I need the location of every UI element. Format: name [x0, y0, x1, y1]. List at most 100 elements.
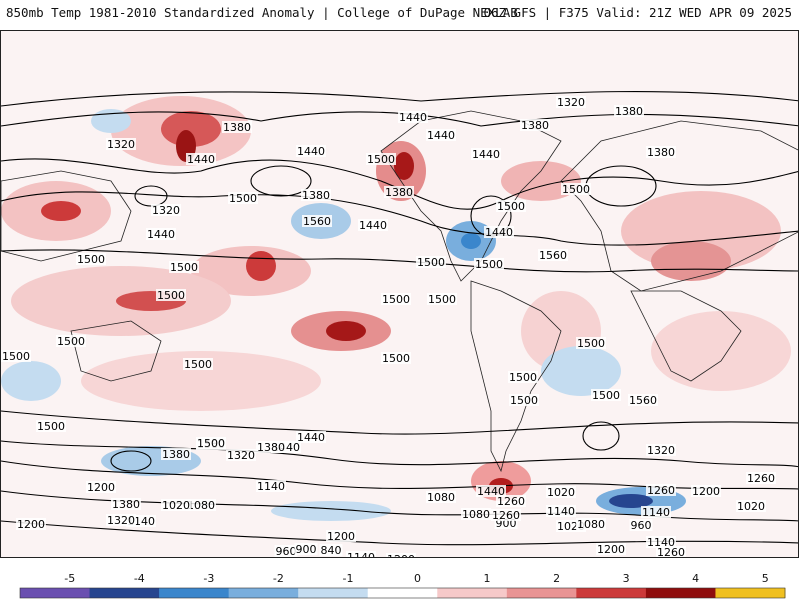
colorbar-tick-label: -2	[273, 572, 284, 585]
anomaly-map: 1320 1380 1440 1380 1440 1320 1440 1380 1440 1380…	[0, 30, 799, 558]
height-label: 1140	[647, 536, 675, 549]
height-label: 1560	[539, 249, 567, 262]
height-label: 1500	[497, 200, 525, 213]
height-label-bg	[294, 543, 318, 555]
height-label: 1380	[302, 189, 330, 202]
height-label: 1500	[157, 289, 185, 302]
height-label: 1020	[547, 486, 575, 499]
height-label: 1380	[112, 498, 140, 511]
height-label: 1260	[497, 495, 525, 508]
height-label: 1260	[647, 484, 675, 497]
height-label: 1500	[37, 420, 65, 433]
height-label-bg	[646, 444, 676, 456]
height-label-bg	[386, 553, 416, 557]
height-label: 1500	[382, 352, 410, 365]
height-label: 1440	[427, 129, 455, 142]
height-label-bg	[186, 153, 216, 165]
height-label-bg	[496, 495, 526, 507]
height-label: 1380	[615, 105, 643, 118]
height-labels: 1320138014401380144013201440138014401380…	[1, 96, 776, 558]
height-label: 1140	[347, 551, 375, 558]
height-label-bg	[302, 215, 332, 227]
height-label-bg	[496, 200, 526, 212]
height-label: 1500	[428, 293, 456, 306]
height-label: 1500	[577, 337, 605, 350]
height-label: 1440	[485, 226, 513, 239]
height-label-bg	[508, 371, 538, 383]
height-label: 1500	[367, 153, 395, 166]
height-label-bg	[427, 293, 457, 305]
colorbar-tick-label: 0	[414, 572, 421, 585]
height-label-bg	[76, 253, 106, 265]
height-label-bg	[326, 530, 356, 542]
height-label-bg	[614, 105, 644, 117]
height-label-bg	[628, 394, 658, 406]
height-label-bg	[646, 484, 676, 496]
height-label: 1500	[509, 371, 537, 384]
height-label-bg	[426, 129, 456, 141]
height-label: 1500	[382, 293, 410, 306]
height-label: 1500	[197, 437, 225, 450]
height-label-bg	[461, 508, 491, 520]
height-label: 840	[321, 544, 342, 557]
height-label: 1500	[562, 183, 590, 196]
height-label-bg	[274, 545, 298, 557]
height-label-bg	[296, 431, 326, 443]
height-contours	[1, 90, 798, 546]
height-label: 1320	[557, 96, 585, 109]
height-label-bg	[736, 500, 766, 512]
height-label-bg	[1, 350, 31, 362]
colorbar-tick-label: -1	[342, 572, 353, 585]
height-label: 1500	[170, 261, 198, 274]
height-label: 1500	[57, 335, 85, 348]
height-label: 1380	[385, 186, 413, 199]
height-label-bg	[106, 138, 136, 150]
height-label-bg	[222, 121, 252, 133]
height-label-bg	[366, 153, 396, 165]
height-label: 1380	[521, 119, 549, 132]
height-label-bg	[471, 148, 501, 160]
height-label: 1140	[642, 506, 670, 519]
height-label-bg	[491, 509, 521, 521]
height-label-bg	[416, 256, 446, 268]
colorbar-tick-label: 1	[484, 572, 491, 585]
height-label-bg	[156, 289, 186, 301]
height-label: 1500	[475, 258, 503, 271]
height-label-bg	[474, 258, 504, 270]
height-label-bg	[161, 499, 191, 511]
height-label-bg	[381, 293, 411, 305]
height-label-bg	[16, 518, 46, 530]
height-label: 1200	[597, 543, 625, 556]
height-label-bg	[106, 514, 136, 526]
height-label: 1500	[184, 358, 212, 371]
colorbar-segment	[298, 588, 369, 598]
height-label-bg	[169, 261, 199, 273]
height-label-bg	[509, 394, 539, 406]
height-label: 1140	[257, 480, 285, 493]
height-label-bg	[111, 498, 141, 510]
colorbar-segment	[506, 588, 577, 598]
colorbar-segment	[437, 588, 508, 598]
height-label-bg	[183, 358, 213, 370]
height-label: 1500	[2, 350, 30, 363]
height-label: 1320	[152, 204, 180, 217]
colorbar-svg: -5 -4 -3 -2 -1 0 1 2 3 4 5	[19, 572, 786, 599]
colorbar-tick-label: 5	[762, 572, 769, 585]
height-label-bg	[576, 518, 606, 530]
height-label-bg	[538, 249, 568, 261]
height-label-bg	[691, 485, 721, 497]
height-label-bg	[641, 506, 671, 518]
height-label-bg	[561, 183, 591, 195]
height-label-bg	[546, 486, 576, 498]
height-label-bg	[576, 337, 606, 349]
colorbar-tick-label: 4	[692, 572, 699, 585]
height-label-bg	[228, 192, 258, 204]
height-label: 1260	[492, 509, 520, 522]
colorbar-tick-label: 2	[553, 572, 560, 585]
height-label: 1500	[229, 192, 257, 205]
coastlines	[1, 110, 798, 473]
height-label-bg	[319, 544, 343, 556]
height-label: 1020	[737, 500, 765, 513]
height-label-bg	[546, 505, 576, 517]
height-label: 1320	[107, 514, 135, 527]
